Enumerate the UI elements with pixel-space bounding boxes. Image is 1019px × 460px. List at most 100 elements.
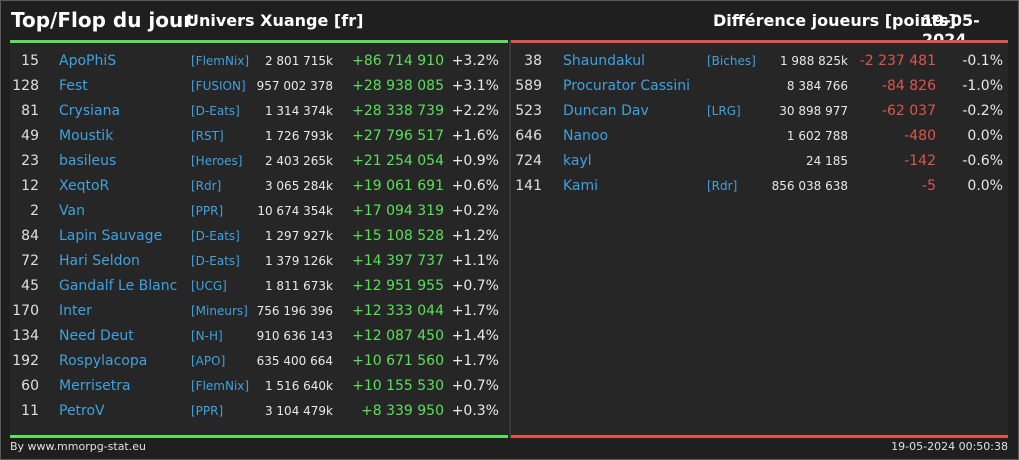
- player-name-link[interactable]: Fest: [59, 78, 88, 94]
- player-name-link[interactable]: ApoPhiS: [59, 53, 117, 69]
- player-name-link[interactable]: Gandalf Le Blanc: [59, 278, 178, 294]
- player-name-link[interactable]: PetroV: [59, 403, 105, 419]
- list-row: 170 Inter [Mineurs] 756 196 396 +12 333 044 +…: [10, 299, 508, 324]
- footer-credit[interactable]: By www.mmorpg-stat.eu: [10, 440, 146, 453]
- points-cell: 1 314 374k: [264, 104, 333, 118]
- points-cell: 1 811 673k: [264, 279, 333, 293]
- points-cell: 1 297 927k: [264, 229, 333, 243]
- rank-cell: 2: [30, 203, 39, 219]
- points-cell: 1 379 126k: [264, 254, 333, 268]
- alliance-tag-link[interactable]: [FUSION]: [191, 79, 246, 93]
- rank-cell: 81: [21, 103, 39, 119]
- diff-cell: -62 037: [881, 103, 936, 119]
- panel-divider: [509, 40, 511, 438]
- alliance-tag-link[interactable]: [N-H]: [191, 329, 223, 343]
- alliance-tag-link[interactable]: [APO]: [191, 354, 226, 368]
- alliance-tag-link[interactable]: [Heroes]: [191, 154, 243, 168]
- rank-cell: 589: [515, 78, 542, 94]
- diff-cell: +28 338 739: [352, 103, 444, 119]
- diff-cell: +17 094 319: [352, 203, 444, 219]
- list-row: 11 PetroV [PPR] 3 104 479k +8 339 950 +0.3%: [10, 399, 508, 424]
- top-list: 15 ApoPhiS [FlemNix] 2 801 715k +86 714 910 +…: [10, 49, 508, 424]
- player-name-link[interactable]: Shaundakul: [563, 53, 645, 69]
- player-name-link[interactable]: Rospylacopa: [59, 353, 148, 369]
- player-name-link[interactable]: Duncan Dav: [563, 103, 649, 119]
- points-cell: 1 516 640k: [264, 379, 333, 393]
- player-name-link[interactable]: Merrisetra: [59, 378, 131, 394]
- player-name-link[interactable]: Procurator Cassini: [563, 78, 690, 94]
- alliance-tag-link[interactable]: [Biches]: [707, 54, 756, 68]
- alliance-tag-link[interactable]: [PPR]: [191, 204, 224, 218]
- player-name-link[interactable]: Crysiana: [59, 103, 121, 119]
- alliance-tag-link[interactable]: [Rdr]: [191, 179, 222, 193]
- percent-cell: -0.2%: [962, 103, 1003, 119]
- alliance-tag-link[interactable]: [Rdr]: [707, 179, 738, 193]
- list-row: 134 Need Deut [N-H] 910 636 143 +12 087 450 +…: [10, 324, 508, 349]
- rank-cell: 523: [515, 103, 542, 119]
- universe-label: Univers Xuange [fr]: [186, 11, 364, 30]
- player-name-link[interactable]: Inter: [59, 303, 92, 319]
- alliance-tag-link[interactable]: [RST]: [191, 129, 224, 143]
- diff-cell: +27 796 517: [352, 128, 444, 144]
- rank-cell: 11: [21, 403, 39, 419]
- alliance-tag-link[interactable]: [FlemNix]: [191, 54, 250, 68]
- player-name-link[interactable]: Nanoo: [563, 128, 609, 144]
- list-row: 38 Shaundakul [Biches] 1 988 825k -2 237 481…: [511, 49, 1008, 74]
- list-row: 128 Fest [FUSION] 957 002 378 +28 938 085 +3.…: [10, 74, 508, 99]
- player-name-link[interactable]: Van: [59, 203, 85, 219]
- percent-cell: +3.2%: [451, 53, 499, 69]
- alliance-tag-link[interactable]: [LRG]: [707, 104, 741, 118]
- diff-cell: +15 108 528: [352, 228, 444, 244]
- diff-cell: +21 254 054: [352, 153, 444, 169]
- diff-cell: +12 951 955: [352, 278, 444, 294]
- alliance-tag-link[interactable]: [Mineurs]: [191, 304, 248, 318]
- percent-cell: +1.6%: [451, 128, 499, 144]
- points-cell: 2 801 715k: [264, 54, 333, 68]
- diff-cell: -2 237 481: [859, 53, 936, 69]
- player-name-link[interactable]: basileus: [59, 153, 117, 169]
- diff-cell: -480: [904, 128, 936, 144]
- alliance-tag-link[interactable]: [D-Eats]: [191, 229, 240, 243]
- alliance-tag-link[interactable]: [PPR]: [191, 404, 224, 418]
- alliance-tag-link[interactable]: [D-Eats]: [191, 254, 240, 268]
- list-row: 724 kayl 24 185 -142 -0.6%: [511, 149, 1008, 174]
- list-row: 23 basileus [Heroes] 2 403 265k +21 254 054 +…: [10, 149, 508, 174]
- alliance-tag-link[interactable]: [UCG]: [191, 279, 227, 293]
- percent-cell: -0.6%: [962, 153, 1003, 169]
- diff-cell: +28 938 085: [352, 78, 444, 94]
- player-name-link[interactable]: Lapin Sauvage: [59, 228, 163, 244]
- player-name-link[interactable]: Kami: [563, 178, 599, 194]
- list-row: 141 Kami [Rdr] 856 038 638 -5 0.0%: [511, 174, 1008, 199]
- rank-cell: 646: [515, 128, 542, 144]
- alliance-tag-link[interactable]: [D-Eats]: [191, 104, 240, 118]
- diff-cell: +12 333 044: [352, 303, 444, 319]
- diff-cell: +10 155 530: [352, 378, 444, 394]
- player-name-link[interactable]: kayl: [563, 153, 592, 169]
- alliance-tag-link[interactable]: [FlemNix]: [191, 379, 250, 393]
- percent-cell: +1.1%: [451, 253, 499, 269]
- player-name-link[interactable]: Need Deut: [59, 328, 134, 344]
- points-cell: 3 065 284k: [264, 179, 333, 193]
- rank-cell: 45: [21, 278, 39, 294]
- list-row: 72 Hari Seldon [D-Eats] 1 379 126k +14 397 7…: [10, 249, 508, 274]
- player-name-link[interactable]: Hari Seldon: [59, 253, 140, 269]
- page-title: Top/Flop du jour: [11, 8, 194, 32]
- diff-cell: +19 061 691: [352, 178, 444, 194]
- diff-cell: +8 339 950: [361, 403, 444, 419]
- rank-cell: 170: [12, 303, 39, 319]
- diff-cell: -142: [904, 153, 936, 169]
- percent-cell: +0.7%: [451, 378, 499, 394]
- list-row: 60 Merrisetra [FlemNix] 1 516 640k +10 155 5…: [10, 374, 508, 399]
- percent-cell: +1.2%: [451, 228, 499, 244]
- diff-cell: +12 087 450: [352, 328, 444, 344]
- rank-cell: 23: [21, 153, 39, 169]
- diff-cell: +86 714 910: [352, 53, 444, 69]
- rank-cell: 141: [515, 178, 542, 194]
- rank-cell: 15: [21, 53, 39, 69]
- points-cell: 957 002 378: [256, 79, 333, 93]
- percent-cell: +1.7%: [451, 353, 499, 369]
- rank-cell: 84: [21, 228, 39, 244]
- player-name-link[interactable]: XeqtoR: [59, 178, 110, 194]
- player-name-link[interactable]: Moustik: [59, 128, 114, 144]
- points-cell: 2 403 265k: [264, 154, 333, 168]
